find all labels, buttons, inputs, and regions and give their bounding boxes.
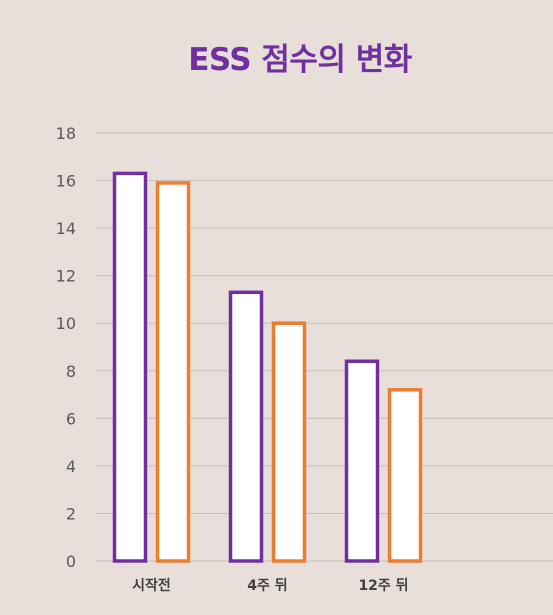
y-tick-label: 2 xyxy=(66,504,76,523)
bar-series1-0 xyxy=(112,171,148,563)
y-tick-label: 18 xyxy=(56,124,76,143)
bar-series2-0 xyxy=(155,181,191,563)
y-tick-label: 0 xyxy=(66,552,76,571)
y-tick-label: 6 xyxy=(66,409,76,428)
chart-title: ESS 점수의 변화 xyxy=(188,42,412,78)
bar-series2-2 xyxy=(387,388,423,563)
bar-series1-2 xyxy=(344,359,380,563)
x-category-label: 4주 뒤 xyxy=(247,578,287,594)
y-tick-label: 8 xyxy=(66,362,76,381)
y-tick-label: 12 xyxy=(56,267,76,286)
y-tick-label: 16 xyxy=(56,172,76,191)
bar-series2-1 xyxy=(271,321,307,563)
y-tick-label: 14 xyxy=(56,219,76,238)
bar-series1-1 xyxy=(228,290,264,563)
y-tick-label: 10 xyxy=(56,314,76,333)
x-category-label: 12주 뒤 xyxy=(358,578,408,594)
x-category-label: 시작전 xyxy=(132,577,171,594)
y-tick-label: 4 xyxy=(66,457,76,476)
